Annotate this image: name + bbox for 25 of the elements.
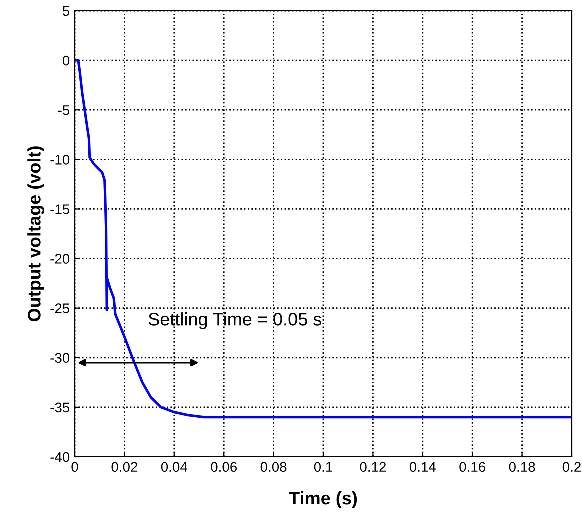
annotation: Settling Time = 0.05 s bbox=[148, 312, 322, 330]
y-tick-label: 5 bbox=[62, 6, 70, 16]
y-tick-label: -25 bbox=[50, 304, 70, 314]
x-tick-label: 0.14 bbox=[410, 462, 436, 472]
x-tick-label: 0.2 bbox=[562, 462, 581, 472]
line-series bbox=[75, 59, 572, 419]
y-axis-title: Output voltage (volt) bbox=[28, 146, 45, 322]
x-tick-label: 0.1 bbox=[314, 462, 332, 472]
y-tick-label: -15 bbox=[50, 204, 70, 214]
y-tick-label: -20 bbox=[50, 254, 70, 264]
y-tick-label: -30 bbox=[50, 353, 70, 364]
x-tick-label: 0.16 bbox=[460, 462, 486, 472]
y-tick-label: -35 bbox=[50, 402, 70, 413]
x-tick-label: 0.04 bbox=[161, 462, 188, 472]
x-tick-label: 0.02 bbox=[112, 462, 138, 472]
x-tick-label: 0.08 bbox=[260, 462, 287, 472]
y-tick-label: 0 bbox=[62, 56, 70, 66]
x-tick-label: 0 bbox=[72, 462, 78, 472]
x-tick-label: 0.06 bbox=[211, 462, 238, 472]
x-tick-label: 0.18 bbox=[509, 462, 536, 472]
y-tick-label: -5 bbox=[58, 106, 70, 116]
x-tick-label: 0.12 bbox=[360, 462, 386, 472]
y-tick-label: -10 bbox=[50, 155, 70, 165]
x-axis-title: Time (s) bbox=[289, 491, 358, 508]
y-tick-label: -40 bbox=[50, 452, 70, 462]
